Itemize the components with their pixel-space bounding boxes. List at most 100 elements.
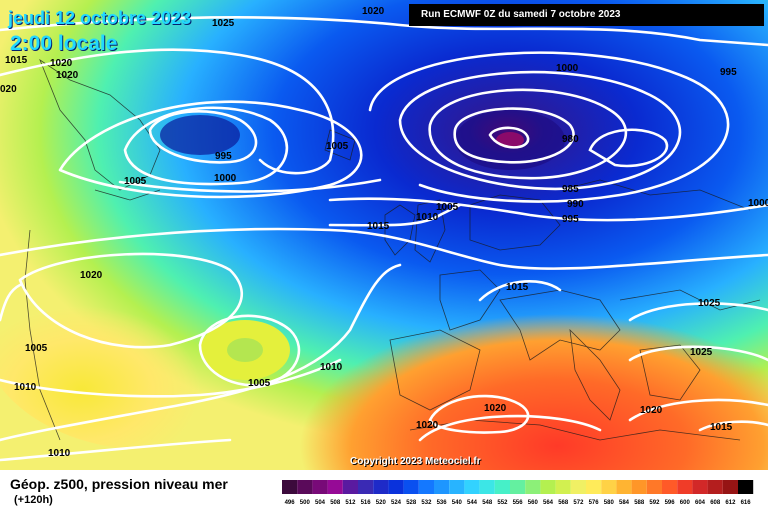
scale-tick-label: 564 bbox=[543, 500, 554, 506]
isobar-label: 1015 bbox=[710, 422, 733, 433]
scale-tick-label: 548 bbox=[482, 500, 493, 506]
scale-tick-label: 556 bbox=[513, 500, 524, 506]
map-caption: Géop. z500, pression niveau mer bbox=[10, 476, 228, 492]
scale-tick-label: 588 bbox=[634, 500, 645, 506]
isobar-label: 1010 bbox=[48, 448, 71, 459]
isobar-label: 1025 bbox=[690, 347, 713, 358]
isobar-label: 1020 bbox=[56, 70, 79, 81]
scale-swatch bbox=[540, 480, 556, 494]
scale-swatch bbox=[510, 480, 526, 494]
scale-tick-label: 508 bbox=[330, 500, 341, 506]
isobar-label: 980 bbox=[562, 134, 579, 145]
scale-tick-label: 604 bbox=[695, 500, 706, 506]
scale-swatch bbox=[525, 480, 541, 494]
scale-tick-label: 528 bbox=[406, 500, 417, 506]
scale-tick-label: 532 bbox=[421, 500, 432, 506]
isobar-label: 995 bbox=[215, 151, 232, 162]
forecast-time-title: 2:00 locale bbox=[10, 32, 118, 55]
scale-swatch bbox=[312, 480, 328, 494]
isobar-label: 1000 bbox=[556, 63, 579, 74]
isobar-labels: 1025 1020 1015 1020 1020 020 995 1000 10… bbox=[0, 6, 768, 459]
scale-tick-label: 596 bbox=[665, 500, 676, 506]
scale-swatch bbox=[616, 480, 632, 494]
copyright-notice: Copyright 2023 Meteociel.fr bbox=[350, 456, 481, 467]
scale-tick-label: 516 bbox=[361, 500, 372, 506]
scale-swatch bbox=[434, 480, 450, 494]
lead-time-label: (+120h) bbox=[14, 494, 53, 506]
scale-tick-label: 540 bbox=[452, 500, 463, 506]
scale-swatch bbox=[388, 480, 404, 494]
isobar-label: 1010 bbox=[416, 212, 439, 223]
scale-tick-label: 568 bbox=[558, 500, 569, 506]
scale-tick-label: 560 bbox=[528, 500, 539, 506]
isobar-label: 1020 bbox=[484, 403, 507, 414]
warm-air-region bbox=[300, 230, 768, 470]
scale-tick-label: 504 bbox=[315, 500, 326, 506]
isobar-label: 1020 bbox=[80, 270, 103, 281]
scale-swatch bbox=[662, 480, 678, 494]
scale-tick-label: 608 bbox=[710, 500, 721, 506]
isobar-label: 1005 bbox=[25, 343, 48, 354]
scale-swatch bbox=[692, 480, 708, 494]
scale-swatch bbox=[631, 480, 647, 494]
isobar-label: 1025 bbox=[698, 298, 721, 309]
isobars bbox=[0, 16, 768, 462]
isobar-label: 995 bbox=[720, 67, 737, 78]
isobar-label: 1020 bbox=[50, 58, 73, 69]
scale-swatch bbox=[297, 480, 313, 494]
scale-tick-label: 616 bbox=[741, 500, 752, 506]
scale-tick-label: 612 bbox=[725, 500, 736, 506]
scale-swatch bbox=[479, 480, 495, 494]
model-run-info: Run ECMWF 0Z du samedi 7 octobre 2023 bbox=[409, 4, 764, 26]
isobar-label: 1015 bbox=[367, 221, 390, 232]
scale-tick-label: 580 bbox=[604, 500, 615, 506]
color-scale-bar: 496 500 504 508 512 516 520 524 528 532 536 540 544 5… bbox=[282, 480, 754, 506]
isobar-label: 020 bbox=[0, 84, 17, 95]
scale-tick-label: 584 bbox=[619, 500, 630, 506]
color-scale: 496 500 504 508 512 516 520 524 528 532 536 540 544 5… bbox=[282, 480, 756, 506]
scale-swatch bbox=[327, 480, 343, 494]
scale-tick-label: 536 bbox=[437, 500, 448, 506]
scale-tick-label: 500 bbox=[300, 500, 311, 506]
scale-swatch bbox=[586, 480, 602, 494]
isobar-label: 1005 bbox=[124, 176, 147, 187]
isobar-label: 1000 bbox=[214, 173, 237, 184]
isobar-label: 1005 bbox=[436, 202, 459, 213]
scale-swatch bbox=[449, 480, 465, 494]
isobar-label: 995 bbox=[562, 214, 579, 225]
scale-swatch bbox=[418, 480, 434, 494]
scale-tick-label: 576 bbox=[589, 500, 600, 506]
scale-swatch bbox=[570, 480, 586, 494]
scale-tick-label: 512 bbox=[345, 500, 356, 506]
geopotential-map: 1025 1020 1015 1020 1020 020 995 1000 10… bbox=[0, 0, 768, 470]
isobar-label: 1000 bbox=[748, 198, 768, 209]
isobar-label: 1010 bbox=[320, 362, 343, 373]
scale-tick-label: 552 bbox=[497, 500, 508, 506]
scale-swatch bbox=[555, 480, 571, 494]
scale-tick-label: 572 bbox=[573, 500, 584, 506]
forecast-date-title: jeudi 12 octobre 2023 bbox=[8, 8, 192, 28]
scale-swatch bbox=[722, 480, 738, 494]
isobar-label: 1015 bbox=[5, 55, 28, 66]
isobar-label: 1010 bbox=[14, 382, 37, 393]
scale-tick-label: 592 bbox=[649, 500, 660, 506]
isobar-label: 990 bbox=[567, 199, 584, 210]
scale-swatch bbox=[601, 480, 617, 494]
isobar-label: 1020 bbox=[416, 420, 439, 431]
scale-swatch bbox=[707, 480, 723, 494]
isobar-label: 1005 bbox=[248, 378, 271, 389]
scale-tick-label: 524 bbox=[391, 500, 402, 506]
isobar-label: 985 bbox=[562, 184, 579, 195]
isobar-label: 1025 bbox=[212, 18, 235, 29]
scale-tick-label: 600 bbox=[680, 500, 691, 506]
scale-swatch bbox=[358, 480, 374, 494]
isobar-label: 1015 bbox=[506, 282, 529, 293]
scale-swatch bbox=[646, 480, 662, 494]
scale-swatch bbox=[282, 480, 298, 494]
scale-swatch bbox=[494, 480, 510, 494]
scale-swatch bbox=[677, 480, 693, 494]
scale-swatch bbox=[373, 480, 389, 494]
isobar-label: 1020 bbox=[640, 405, 663, 416]
greenland-low-core bbox=[160, 115, 240, 155]
